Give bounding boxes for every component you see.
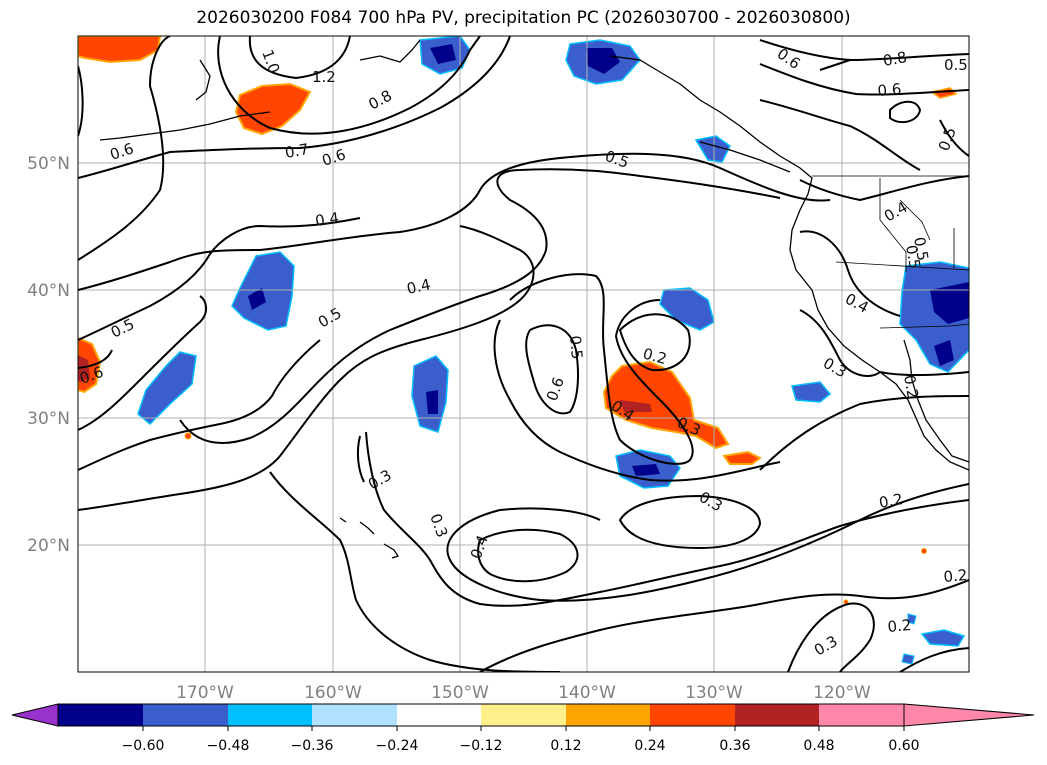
colorbar-tick-label: 0.48: [803, 738, 834, 754]
colorbar-tick-label: 0.60: [888, 738, 919, 754]
contour-label: 0.2: [900, 374, 922, 401]
contour-label: 0.6: [877, 80, 902, 100]
contour-label: 0.2: [641, 344, 669, 368]
contour-label: 1.2: [312, 68, 336, 86]
colorbar-tick-label: 0.36: [719, 738, 750, 754]
lon-label: 130°W: [685, 683, 743, 703]
colorbar-extend-low: [11, 703, 59, 727]
contour-label: 0.7: [284, 140, 311, 162]
lat-label: 50°N: [27, 154, 70, 174]
lat-label: 20°N: [27, 536, 70, 556]
colorbar-swatch: [397, 704, 481, 726]
borders: [812, 175, 969, 329]
contour-label: 0.5: [566, 335, 586, 360]
contour-label: 0.8: [882, 48, 909, 70]
contour-label: 0.4: [405, 275, 432, 298]
pv-contours: [78, 36, 969, 672]
colorbar-swatch: [566, 704, 650, 726]
lon-label: 170°W: [176, 683, 234, 703]
contour-label: 0.2: [943, 566, 968, 586]
latitude-labels: 50°N 40°N 30°N 20°N: [27, 154, 70, 556]
colorbar-swatch: [143, 704, 228, 726]
map-title: 2026030200 F084 700 hPa PV, precipitatio…: [196, 8, 851, 28]
lon-label: 120°W: [813, 683, 871, 703]
lon-label: 150°W: [431, 683, 489, 703]
lat-label: 30°N: [27, 409, 70, 429]
lat-label: 40°N: [27, 281, 70, 301]
colorbar-swatch: [312, 704, 397, 726]
graticule: [78, 36, 969, 672]
colorbar-tick-label: −0.12: [460, 738, 503, 754]
coastlines: [99, 39, 969, 559]
colorbar-tick-label: −0.36: [291, 738, 334, 754]
contour-label: 0.4: [314, 209, 340, 230]
colorbar-tick-label: −0.60: [122, 738, 165, 754]
lon-label: 160°W: [304, 683, 362, 703]
colorbar: −0.60 −0.48 −0.36 −0.24 −0.12 0.12 0.24 …: [11, 703, 1035, 754]
colorbar-extend-high: [903, 703, 1035, 727]
colorbar-tick-label: 0.12: [550, 738, 581, 754]
lon-label: 140°W: [558, 683, 616, 703]
contour-label: 0.5: [910, 236, 932, 263]
colorbar-swatch: [58, 704, 143, 726]
colorbar-swatch: [819, 704, 904, 726]
contour-label: 0.2: [878, 490, 905, 512]
contour-label: 0.2: [887, 616, 912, 636]
contour-label: 0.5: [944, 56, 968, 74]
colorbar-tick-label: −0.24: [376, 738, 419, 754]
colorbar-swatch: [481, 704, 566, 726]
colorbar-swatch: [650, 704, 735, 726]
colorbar-tick-label: 0.24: [634, 738, 665, 754]
colorbar-tick-label: −0.48: [207, 738, 250, 754]
contour-label: 0.5: [902, 244, 924, 271]
plot-frame: [77, 35, 970, 673]
longitude-labels: 170°W 160°W 150°W 140°W 130°W 120°W: [176, 683, 871, 703]
colorbar-swatch: [735, 704, 819, 726]
colorbar-swatch: [228, 704, 312, 726]
plot-area: 1.0 1.2 0.8 0.6 0.7 0.6 0.5 0.6 0.8 0.5 …: [78, 36, 969, 672]
